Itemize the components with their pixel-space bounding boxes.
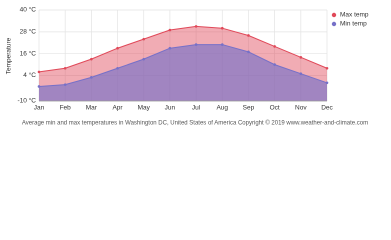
y-tick-label: 4 °C <box>23 71 36 79</box>
point <box>220 43 224 46</box>
point <box>37 70 41 74</box>
x-tick-label: Nov <box>295 105 307 112</box>
legend-marker <box>331 21 337 27</box>
point <box>116 46 119 50</box>
y-tick-label: -10 °C <box>18 97 37 105</box>
point <box>220 26 224 30</box>
x-tick-label: Aug <box>216 105 228 112</box>
y-tick-label: 40 °C <box>20 6 37 14</box>
point <box>90 76 93 79</box>
x-tick-label: Jul <box>192 105 201 112</box>
legend-label: Min temp <box>340 21 367 28</box>
point <box>194 43 198 46</box>
point <box>142 57 146 61</box>
line <box>38 44 328 87</box>
point <box>247 50 250 54</box>
chart: Temperature Average min and max temperat… <box>6 6 369 127</box>
point <box>63 83 67 86</box>
point <box>247 34 250 37</box>
point <box>37 85 41 88</box>
point <box>90 57 93 61</box>
point <box>194 25 198 28</box>
point <box>142 37 146 41</box>
point <box>299 72 303 75</box>
footer: Average min and max temperatures in Wash… <box>22 120 368 127</box>
legend-label: Max temp <box>340 12 369 19</box>
x-tick-label: Sep <box>243 105 255 112</box>
legend-marker <box>331 12 337 18</box>
line <box>38 25 328 73</box>
x-tick-label: Dec <box>321 105 333 112</box>
point <box>168 28 172 32</box>
x-tick-label: Feb <box>60 105 72 112</box>
point <box>273 63 276 66</box>
x-tick-label: May <box>138 105 151 112</box>
point <box>273 45 276 48</box>
x-tick-label: Jan <box>34 105 45 112</box>
y-tick-label: 16 °C <box>20 49 37 57</box>
y-tick-label: 28 °C <box>20 28 37 36</box>
point <box>116 66 119 70</box>
x-tick-label: Mar <box>86 105 98 112</box>
point <box>168 46 172 50</box>
point <box>63 66 67 70</box>
x-tick-label: Jun <box>165 105 176 112</box>
area-fill <box>39 44 327 101</box>
point <box>325 81 329 85</box>
y-axis-label: Temperature <box>6 37 13 74</box>
x-tick-label: Oct <box>270 105 280 112</box>
point <box>325 66 329 70</box>
x-tick-label: Apr <box>112 105 123 112</box>
point <box>299 56 303 59</box>
